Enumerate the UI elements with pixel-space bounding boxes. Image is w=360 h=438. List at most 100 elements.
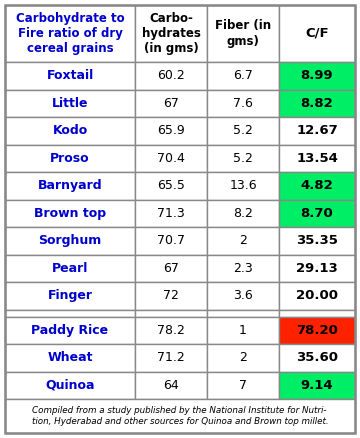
Text: Pearl: Pearl: [52, 262, 88, 275]
Bar: [207, 117, 279, 145]
Text: 29.13: 29.13: [296, 262, 338, 275]
Bar: [279, 344, 355, 371]
Text: 6.7: 6.7: [233, 69, 253, 82]
Text: 13.6: 13.6: [229, 179, 257, 192]
Bar: [279, 117, 355, 145]
Text: 64: 64: [163, 379, 179, 392]
Text: 5.2: 5.2: [233, 152, 253, 165]
Bar: [207, 310, 279, 317]
Text: Finger: Finger: [48, 289, 93, 302]
Bar: [279, 310, 355, 317]
Bar: [279, 145, 355, 172]
Text: Little: Little: [52, 97, 88, 110]
Text: 13.54: 13.54: [296, 152, 338, 165]
Bar: [5, 344, 135, 371]
Bar: [135, 145, 207, 172]
Text: 2: 2: [239, 234, 247, 247]
Bar: [279, 371, 355, 399]
Bar: [279, 317, 355, 344]
Bar: [5, 282, 135, 310]
Text: Brown top: Brown top: [34, 207, 106, 220]
Text: 70.4: 70.4: [157, 152, 185, 165]
Bar: [279, 227, 355, 254]
Text: 65.5: 65.5: [157, 179, 185, 192]
Text: 2.3: 2.3: [233, 262, 253, 275]
Bar: [135, 62, 207, 89]
Bar: [279, 172, 355, 199]
Bar: [5, 5, 135, 62]
Text: 35.35: 35.35: [296, 234, 338, 247]
Bar: [135, 317, 207, 344]
Text: Foxtail: Foxtail: [46, 69, 94, 82]
Text: 8.82: 8.82: [301, 97, 333, 110]
Text: 3.6: 3.6: [233, 289, 253, 302]
Text: 8.70: 8.70: [301, 207, 333, 220]
Text: Kodo: Kodo: [52, 124, 87, 137]
Bar: [279, 5, 355, 62]
Text: 67: 67: [163, 97, 179, 110]
Text: Carbohydrate to
Fire ratio of dry
cereal grains: Carbohydrate to Fire ratio of dry cereal…: [16, 12, 124, 55]
Text: 5.2: 5.2: [233, 124, 253, 137]
Bar: [135, 172, 207, 199]
Bar: [135, 5, 207, 62]
Text: Compiled from a study published by the National Institute for Nutri-
tion, Hyder: Compiled from a study published by the N…: [32, 406, 328, 426]
Bar: [207, 62, 279, 89]
Bar: [207, 172, 279, 199]
Bar: [5, 145, 135, 172]
Text: C/F: C/F: [305, 27, 329, 40]
Text: 65.9: 65.9: [157, 124, 185, 137]
Text: Carbo-
hydrates
(in gms): Carbo- hydrates (in gms): [141, 12, 201, 55]
Text: 2: 2: [239, 351, 247, 364]
Text: 35.60: 35.60: [296, 351, 338, 364]
Bar: [135, 371, 207, 399]
Bar: [279, 254, 355, 282]
Bar: [135, 344, 207, 371]
Text: 12.67: 12.67: [296, 124, 338, 137]
Text: 8.2: 8.2: [233, 207, 253, 220]
Bar: [5, 310, 135, 317]
Text: 7.6: 7.6: [233, 97, 253, 110]
Bar: [5, 62, 135, 89]
Bar: [207, 89, 279, 117]
Bar: [279, 89, 355, 117]
Text: 71.2: 71.2: [157, 351, 185, 364]
Text: 9.14: 9.14: [301, 379, 333, 392]
Bar: [207, 227, 279, 254]
Bar: [135, 227, 207, 254]
Bar: [207, 5, 279, 62]
Text: Proso: Proso: [50, 152, 90, 165]
Text: Quinoa: Quinoa: [45, 379, 95, 392]
Bar: [207, 282, 279, 310]
Bar: [5, 399, 355, 433]
Text: 8.99: 8.99: [301, 69, 333, 82]
Bar: [279, 199, 355, 227]
Bar: [5, 172, 135, 199]
Bar: [5, 117, 135, 145]
Bar: [5, 317, 135, 344]
Bar: [135, 282, 207, 310]
Text: Fiber (in
gms): Fiber (in gms): [215, 20, 271, 47]
Bar: [207, 317, 279, 344]
Bar: [135, 254, 207, 282]
Bar: [5, 371, 135, 399]
Bar: [135, 199, 207, 227]
Bar: [5, 227, 135, 254]
Text: 78.2: 78.2: [157, 324, 185, 337]
Text: 60.2: 60.2: [157, 69, 185, 82]
Bar: [5, 89, 135, 117]
Text: 7: 7: [239, 379, 247, 392]
Text: 72: 72: [163, 289, 179, 302]
Bar: [279, 62, 355, 89]
Bar: [135, 117, 207, 145]
Text: Barnyard: Barnyard: [38, 179, 102, 192]
Bar: [279, 282, 355, 310]
Text: 71.3: 71.3: [157, 207, 185, 220]
Bar: [207, 145, 279, 172]
Bar: [207, 344, 279, 371]
Text: 20.00: 20.00: [296, 289, 338, 302]
Text: 78.20: 78.20: [296, 324, 338, 337]
Bar: [5, 199, 135, 227]
Text: 67: 67: [163, 262, 179, 275]
Bar: [207, 254, 279, 282]
Text: 70.7: 70.7: [157, 234, 185, 247]
